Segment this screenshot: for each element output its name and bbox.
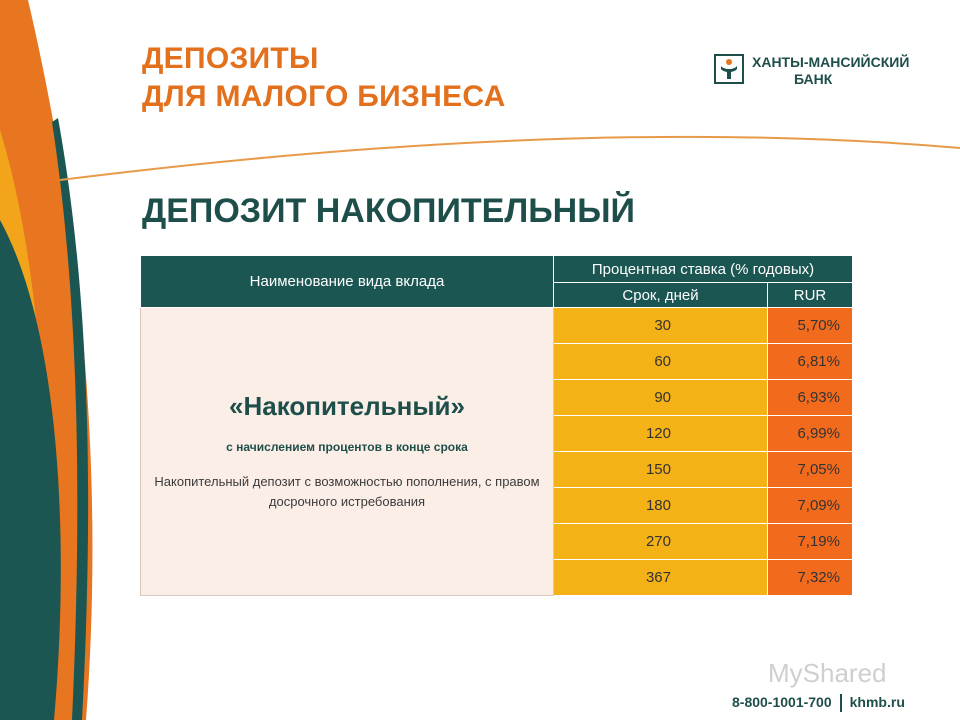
rate-cell: 7,05% [767, 451, 853, 488]
rate-cell: 7,09% [767, 487, 853, 524]
bank-logo-line2: БАНК [794, 71, 833, 87]
table-row: 150 7,05% [141, 451, 853, 488]
table-row: 367 7,32% [141, 559, 853, 596]
product-note: с начислением процентов в конце срока [226, 440, 468, 454]
footer-contacts: 8-800-1001-700 khmb.ru [732, 694, 905, 713]
term-cell: 180 [553, 487, 768, 524]
table-row: 90 6,93% [141, 379, 853, 416]
header-interest-rate: Процентная ставка (% годовых) [553, 255, 853, 283]
page-title-line2: ДЛЯ МАЛОГО БИЗНЕСА [142, 80, 506, 113]
table-row: 60 6,81% [141, 343, 853, 380]
page-title-line1: ДЕПОЗИТЫ [142, 42, 319, 75]
product-description-cell: «Накопительный» с начислением процентов … [140, 307, 554, 596]
rate-cell: 5,70% [767, 307, 853, 344]
rate-cell: 7,19% [767, 523, 853, 560]
term-cell: 60 [553, 343, 768, 380]
term-cell: 120 [553, 415, 768, 452]
bank-logo-line1: ХАНТЫ-МАНСИЙСКИЙ [752, 54, 910, 70]
header-currency-rur: RUR [767, 282, 853, 308]
term-cell: 150 [553, 451, 768, 488]
table-row: 180 7,09% [141, 487, 853, 524]
rate-cell: 7,32% [767, 559, 853, 596]
footer-site-link[interactable]: khmb.ru [849, 694, 905, 710]
deposit-rates-table: Наименование вида вклада Процентная став… [140, 255, 853, 596]
header-deposit-type: Наименование вида вклада [140, 255, 554, 308]
rate-cell: 6,99% [767, 415, 853, 452]
section-subtitle: ДЕПОЗИТ НАКОПИТЕЛЬНЫЙ [142, 192, 635, 230]
bank-logo: ХАНТЫ-МАНСИЙСКИЙ БАНК [714, 52, 934, 92]
table-row: 270 7,19% [141, 523, 853, 560]
decor-orange-arc [59, 135, 960, 181]
footer-phone: 8-800-1001-700 [732, 694, 832, 710]
term-cell: 90 [553, 379, 768, 416]
product-description: Накопительный депозит с возможностью поп… [154, 474, 540, 509]
table-row: «Накопительный» с начислением процентов … [140, 307, 853, 596]
rate-cell: 6,81% [767, 343, 853, 380]
rate-cell: 6,93% [767, 379, 853, 416]
decor-teal-swoosh [0, 220, 61, 720]
term-cell: 30 [553, 307, 768, 344]
product-name: «Накопительный» [229, 391, 465, 421]
table-row: 120 6,99% [141, 415, 853, 452]
watermark: MyShared [768, 658, 887, 688]
header-term-days: Срок, дней [553, 282, 768, 308]
term-cell: 270 [553, 523, 768, 560]
bank-logo-icon [714, 54, 744, 84]
decor-teal-stripe [52, 118, 89, 720]
footer-divider [839, 694, 842, 713]
term-cell: 367 [553, 559, 768, 596]
